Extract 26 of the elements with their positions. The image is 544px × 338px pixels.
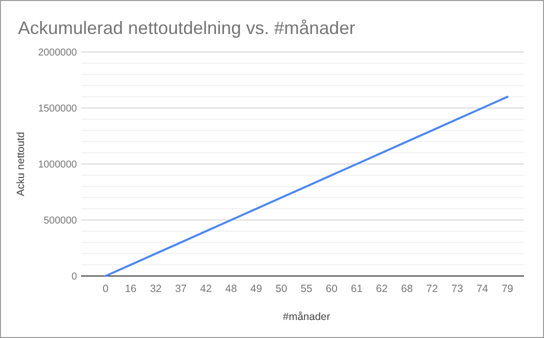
x-tick-label: 79 (502, 283, 514, 295)
x-tick-label: 37 (175, 283, 187, 295)
x-tick-label: 68 (401, 283, 413, 295)
x-axis-title: #månader (282, 311, 331, 323)
x-tick-label: 48 (225, 283, 238, 295)
y-tick-label: 1000000 (38, 160, 78, 170)
x-tick-label: 32 (150, 283, 162, 295)
y-tick-label: 2000000 (38, 48, 78, 58)
x-tick-label: 49 (250, 283, 262, 295)
x-tick-label: 74 (476, 283, 488, 295)
x-tick-label: 16 (124, 283, 137, 295)
chart-title: Ackumulerad nettoutdelning vs. #månader (18, 18, 356, 38)
x-tick-label: 61 (350, 283, 363, 295)
x-tick-label: 62 (376, 283, 388, 295)
x-tick-label: 60 (326, 283, 338, 295)
y-tick-label: 1500000 (38, 104, 78, 114)
x-tick-label: 50 (276, 283, 288, 295)
line-series (104, 96, 508, 277)
y-axis-title: Acku nettoutd (15, 132, 27, 196)
x-tick-label: 73 (451, 283, 464, 295)
x-tick-label: 55 (300, 283, 312, 295)
y-tick-label: 0 (71, 272, 78, 282)
x-tick-label: 42 (200, 283, 212, 295)
x-tick-label: 72 (426, 283, 438, 295)
y-tick-label: 500000 (44, 216, 78, 226)
x-tick-label: 0 (102, 283, 109, 295)
